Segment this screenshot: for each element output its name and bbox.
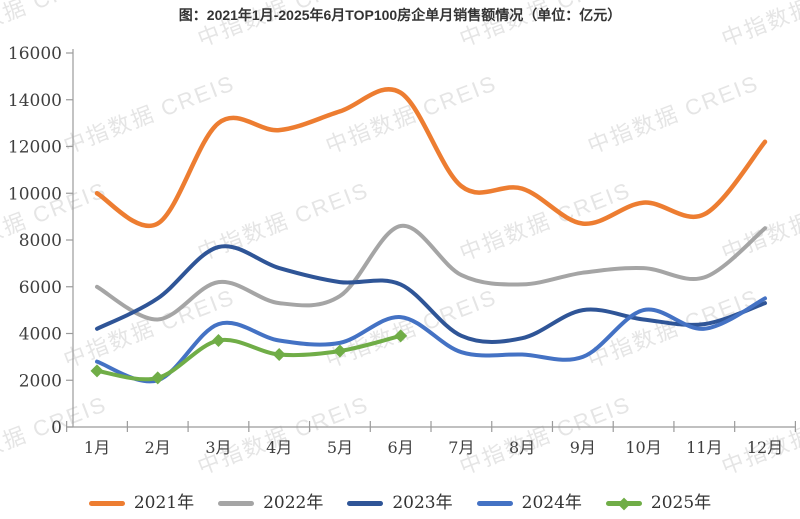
legend-label: 2024年 [521,493,582,513]
legend-item-2022年: 2022年 [218,495,323,512]
x-tick-label: 12月 [747,438,783,457]
y-tick-label: 12000 [8,138,62,158]
y-tick-label: 4000 [19,325,62,345]
legend-item-2024年: 2024年 [476,493,582,513]
y-tick-label: 10000 [8,184,62,204]
diamond-marker [151,371,165,385]
y-tick-label: 14000 [8,91,62,111]
series-2025年 [90,329,408,385]
x-tick-label: 4月 [266,438,292,457]
chart-title: 图：2021年1月-2025年6月TOP100房企单月销售额情况（单位：亿元） [178,7,622,23]
series-line-2022年 [95,223,767,322]
legend-label: 2025年 [650,493,712,513]
x-tick-label: 9月 [570,438,596,457]
y-tick-label: 8000 [19,231,62,251]
series-line-2023年 [95,244,767,344]
y-tick-label: 6000 [19,278,62,298]
series-2023年 [95,244,767,344]
diamond-marker [211,334,225,348]
axes: 0 2000 4000 6000 8000 10000 12000 14000 16000 1月 2… [8,44,796,457]
legend-item-2021年: 2021年 [88,493,195,513]
x-tick-label: 3月 [205,438,231,457]
x-tick-label: 11月 [686,438,722,457]
series-line-2025年 [95,333,403,382]
legend-line-swatch [476,501,513,506]
y-tick-label: 16000 [8,44,62,64]
x-tick-label: 6月 [388,438,414,457]
legend: 2021年 2022年 2023年 2024年 2025年 [0,495,800,512]
y-tick-label: 0 [51,418,62,438]
series-line-2024年 [95,296,767,384]
legend-label: 2021年 [133,493,195,513]
x-tick-label: 10月 [625,438,661,457]
series-2021年 [94,87,768,228]
legend-item-2025年: 2025年 [605,493,712,513]
legend-line-swatch [347,501,384,506]
series-2024年 [95,296,767,384]
plot-area: 0 2000 4000 6000 8000 10000 12000 14000 16000 1月 2… [8,44,796,457]
legend-line-swatch [88,501,125,506]
diamond-marker [394,329,408,343]
x-tick-label: 7月 [448,438,474,457]
x-tick-label: 1月 [84,438,110,457]
series-line-2021年 [94,87,768,228]
series-2022年 [95,223,767,322]
x-tick-label: 2月 [145,438,171,457]
y-tick-label: 2000 [19,371,62,391]
legend-item-2023年: 2023年 [347,493,453,513]
legend-label: 2023年 [392,493,453,513]
diamond-marker [333,344,347,358]
legend-diamond-swatch [617,497,631,510]
x-tick-label: 8月 [509,438,535,457]
legend-line-swatch [218,501,255,506]
x-tick-label: 5月 [327,438,353,457]
legend-line-swatch [605,497,642,510]
diamond-marker [272,348,286,362]
legend-label: 2022年 [263,493,324,513]
diamond-marker [90,364,104,378]
